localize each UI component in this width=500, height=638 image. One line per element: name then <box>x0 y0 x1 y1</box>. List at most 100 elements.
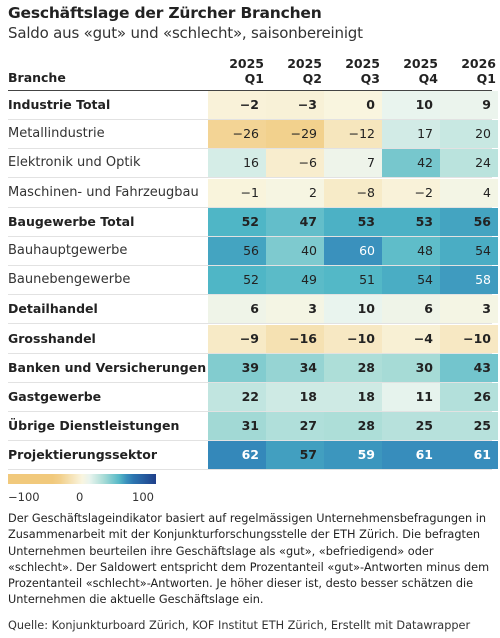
legend-min-label: −100 <box>8 490 40 504</box>
column-header-quarter: Q2 <box>302 71 322 86</box>
heatmap-cell: 17 <box>382 120 440 149</box>
row-label: Elektronik und Optik <box>8 155 141 171</box>
heatmap-cell: 53 <box>324 207 382 236</box>
heatmap-cell: −16 <box>266 324 324 353</box>
row-label: Projektierungssektor <box>8 447 158 463</box>
table-row: Bauhauptgewerbe 56 40 60 48 54 <box>8 237 498 266</box>
table-row: Gastgewerbe 22 18 18 11 26 <box>8 383 498 412</box>
row-label: Banken und Versicherungen <box>8 359 207 375</box>
heatmap-cell: 54 <box>382 266 440 295</box>
heatmap-cell: 2 <box>266 178 324 207</box>
heatmap-cell: 39 <box>208 353 266 382</box>
heatmap-cell: 40 <box>266 237 324 265</box>
heatmap-cell: −2 <box>208 91 266 119</box>
heatmap-cell: −10 <box>440 324 498 353</box>
row-label: Metallindustrie <box>8 126 105 142</box>
row-label: Detailhandel <box>8 301 98 317</box>
column-header-year: 2025 <box>345 56 380 71</box>
row-label: Bauhauptgewerbe <box>8 243 128 258</box>
heatmap-cell: −10 <box>324 324 382 353</box>
table-row: Maschinen- und Fahrzeugbau −1 2 −8 −2 4 <box>8 178 498 208</box>
column-header-year: 2025 <box>287 56 322 71</box>
row-label: Industrie Total <box>8 97 111 112</box>
heatmap-cell: 61 <box>440 441 498 470</box>
chart-subtitle: Saldo aus «gut» und «schlecht», saisonbe… <box>8 24 363 42</box>
row-label: Gastgewerbe <box>8 389 102 404</box>
heatmap-cell: 56 <box>440 207 498 236</box>
heatmap-cell: 20 <box>440 120 498 149</box>
legend-max-label: 100 <box>132 490 154 504</box>
heatmap-cell: −26 <box>208 120 266 149</box>
heatmap-cell: 58 <box>440 266 498 295</box>
heatmap-cell: 60 <box>324 237 382 265</box>
heatmap-cell: 30 <box>382 353 440 382</box>
table-row: Projektierungssektor 62 57 59 61 61 <box>8 441 498 471</box>
legend-gradient-bar <box>8 474 156 484</box>
heatmap-cell: 28 <box>324 412 382 441</box>
column-header-branche: Branche <box>8 70 66 85</box>
heatmap-cell: 26 <box>440 383 498 411</box>
heatmap-cell: 25 <box>382 412 440 441</box>
heatmap-cell: 56 <box>208 237 266 265</box>
heatmap-cell: 6 <box>208 295 266 324</box>
heatmap-cell: 34 <box>266 353 324 382</box>
heatmap-cell: 18 <box>324 383 382 411</box>
table-row: Banken und Versicherungen 39 34 28 30 43 <box>8 353 498 383</box>
heatmap-cell: −29 <box>266 120 324 149</box>
heatmap-cell: 52 <box>208 207 266 236</box>
heatmap-cell: 18 <box>266 383 324 411</box>
heatmap-cell: 53 <box>382 207 440 236</box>
heatmap-cell: 25 <box>440 412 498 441</box>
heatmap-cell: 61 <box>382 441 440 470</box>
heatmap-cell: 16 <box>208 149 266 178</box>
column-header-1: 2025 Q1 <box>208 56 264 92</box>
table-row: Industrie Total −2 −3 0 10 9 <box>8 91 498 120</box>
heatmap-cell: 57 <box>266 441 324 470</box>
heatmap-cell: 43 <box>440 353 498 382</box>
row-label: Übrige Dienstleistungen <box>8 418 180 434</box>
table-row: Elektronik und Optik 16 −6 7 42 24 <box>8 149 498 179</box>
heatmap-cell: −6 <box>266 149 324 178</box>
heatmap-cell: 49 <box>266 266 324 295</box>
heatmap-cell: 62 <box>208 441 266 470</box>
heatmap-cell: −1 <box>208 178 266 207</box>
legend-mid-label: 0 <box>76 490 84 504</box>
table-row: Detailhandel 6 3 10 6 3 <box>8 295 498 325</box>
methodology-note: Der Geschäftslageindikator basiert auf r… <box>8 512 490 607</box>
table-row: Metallindustrie −26 −29 −12 17 20 <box>8 120 498 150</box>
column-header-4: 2025 Q4 <box>382 56 438 92</box>
column-header-5: 2026 Q1 <box>440 56 496 92</box>
heatmap-cell: 59 <box>324 441 382 470</box>
chart-title: Geschäftslage der Zürcher Branchen <box>8 4 322 22</box>
table-row: Baugewerbe Total 52 47 53 53 56 <box>8 207 498 237</box>
heatmap-cell: −2 <box>382 178 440 207</box>
heatmap-cell: 7 <box>324 149 382 178</box>
row-label: Maschinen- und Fahrzeugbau <box>8 184 199 200</box>
row-label: Grosshandel <box>8 330 96 346</box>
heatmap-cell: 42 <box>382 149 440 178</box>
column-header-quarter: Q1 <box>476 71 496 86</box>
heatmap-cell: −8 <box>324 178 382 207</box>
table-row: Baunebengewerbe 52 49 51 54 58 <box>8 266 498 296</box>
heatmap-cell: −9 <box>208 324 266 353</box>
column-header-year: 2025 <box>229 56 264 71</box>
heatmap-cell: 27 <box>266 412 324 441</box>
heatmap-cell: 3 <box>440 295 498 324</box>
row-label: Baugewerbe Total <box>8 213 135 229</box>
column-header-quarter: Q4 <box>418 71 438 86</box>
heatmap-cell: 9 <box>440 91 498 119</box>
heatmap-cell: 24 <box>440 149 498 178</box>
heatmap-cell: 47 <box>266 207 324 236</box>
header-divider <box>8 90 492 91</box>
heatmap-cell: 3 <box>266 295 324 324</box>
heatmap-cell: 28 <box>324 353 382 382</box>
heatmap-cell: 0 <box>324 91 382 119</box>
heatmap-cell: −4 <box>382 324 440 353</box>
heatmap-cell: 10 <box>382 91 440 119</box>
heatmap-cell: 4 <box>440 178 498 207</box>
heatmap-cell: 54 <box>440 237 498 265</box>
column-header-quarter: Q1 <box>244 71 264 86</box>
heatmap-cell: 52 <box>208 266 266 295</box>
heatmap-cell: 51 <box>324 266 382 295</box>
heatmap-cell: 22 <box>208 383 266 411</box>
